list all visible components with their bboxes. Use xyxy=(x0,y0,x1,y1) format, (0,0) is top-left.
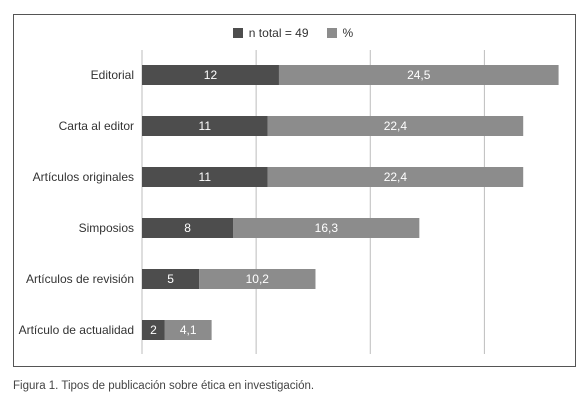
data-label: 8 xyxy=(184,221,191,235)
bar-segment xyxy=(142,65,279,85)
category-label: Editorial xyxy=(91,68,134,82)
data-label: 5 xyxy=(167,272,174,286)
category-label: Carta al editor xyxy=(59,119,134,133)
data-label: 22,4 xyxy=(384,119,408,133)
category-label: Simposios xyxy=(79,221,134,235)
bar-segment xyxy=(267,167,524,187)
data-label: 4,1 xyxy=(180,323,197,337)
category-label: Artículo de actualidad xyxy=(19,323,134,337)
data-label: 2 xyxy=(150,323,157,337)
legend-swatch-n-total xyxy=(232,28,243,38)
category-label: Artículos de revisión xyxy=(26,272,134,286)
bar-segment xyxy=(142,218,234,238)
legend-item-n-total: n total = 49 xyxy=(232,26,309,40)
bar-segment xyxy=(142,269,200,289)
data-label: 10,2 xyxy=(246,272,270,286)
bar-segment xyxy=(267,116,524,136)
bar-segment xyxy=(164,320,212,340)
legend-label-percent: % xyxy=(342,26,354,40)
legend-item-percent: % xyxy=(326,26,354,40)
bar-segment xyxy=(142,320,165,340)
bar-segment xyxy=(233,218,420,238)
figure-caption: Figura 1. Tipos de publicación sobre éti… xyxy=(13,380,315,392)
legend-label-n-total: n total = 49 xyxy=(248,26,309,40)
bar-segment xyxy=(142,167,268,187)
data-label: 24,5 xyxy=(407,68,431,82)
bar-segment xyxy=(278,65,559,85)
legend: n total = 49 % xyxy=(0,26,586,40)
data-label: 12 xyxy=(204,68,218,82)
data-label: 11 xyxy=(199,119,212,133)
bar-segment xyxy=(199,269,316,289)
data-label: 16,3 xyxy=(315,221,339,235)
category-label: Artículos originales xyxy=(33,170,134,184)
data-label: 11 xyxy=(199,170,212,184)
bar-segment xyxy=(142,116,268,136)
data-label: 22,4 xyxy=(384,170,408,184)
legend-swatch-percent xyxy=(326,28,337,38)
